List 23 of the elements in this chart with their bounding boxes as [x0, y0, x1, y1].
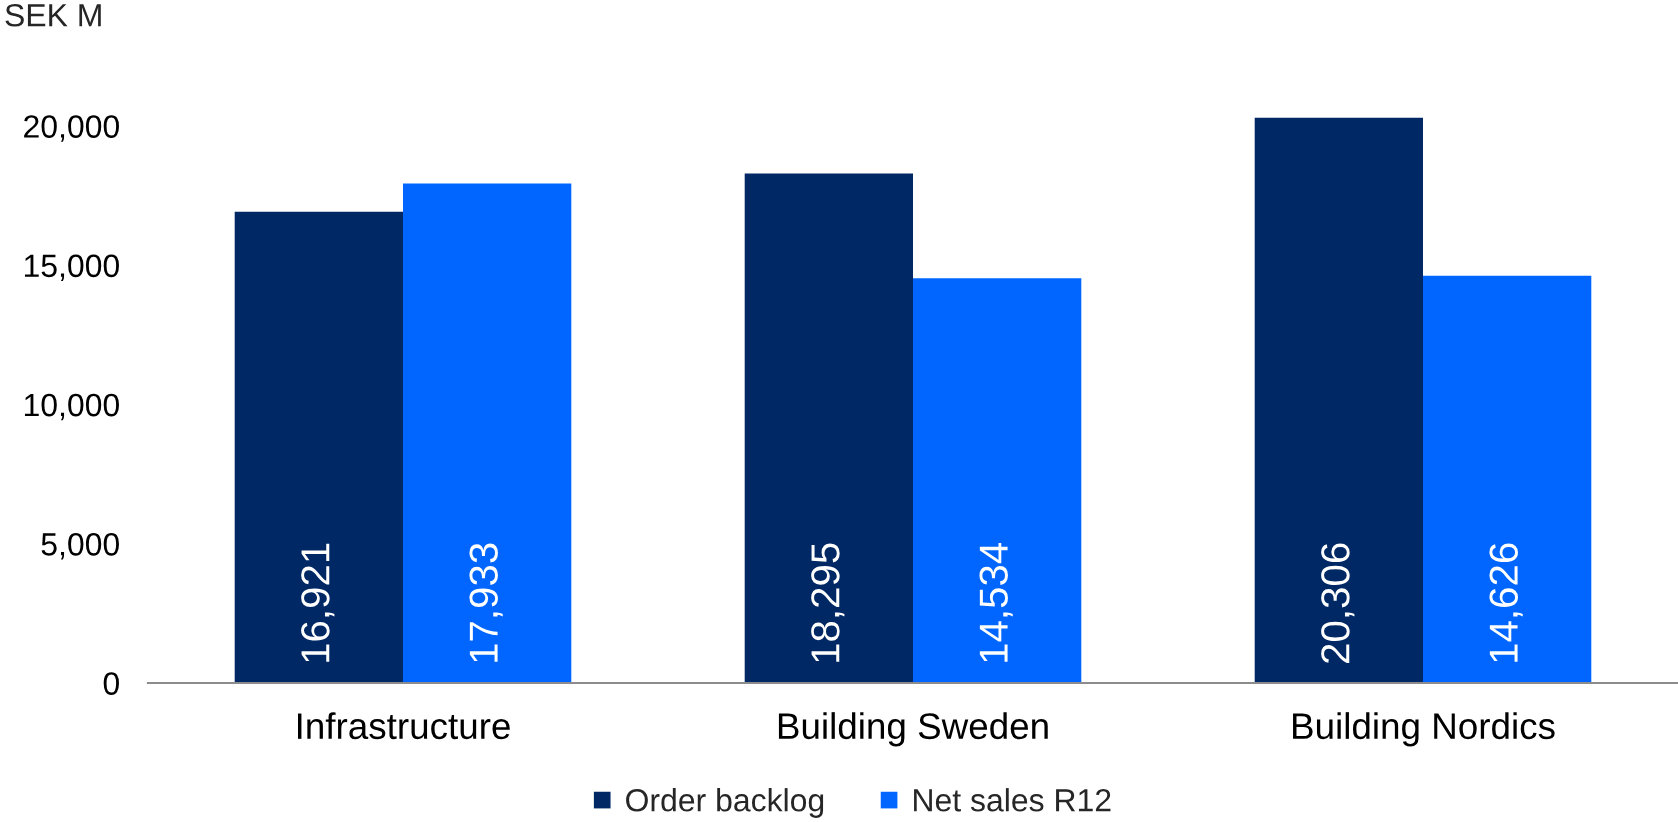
legend-label: Net sales R12	[914, 788, 1111, 812]
data-label: 14,626	[1489, 543, 1523, 662]
bar	[234, 211, 403, 683]
x-tick-label: Building Nordics	[1293, 712, 1555, 747]
data-label: 20,306	[1321, 543, 1355, 663]
data-label: 14,534	[979, 542, 1013, 662]
x-tick-label: Infrastructure	[297, 712, 510, 740]
y-tick-label: 15,000	[24, 254, 119, 281]
y-tick-label: 0	[103, 672, 119, 695]
legend-label: Order backlog	[626, 788, 824, 818]
y-tick-label: 20,000	[24, 115, 119, 142]
bar	[1254, 117, 1423, 683]
y-tick-label: 10,000	[24, 393, 119, 421]
bar	[744, 173, 913, 683]
bar	[403, 183, 572, 683]
data-label: 18,295	[811, 543, 845, 662]
y-tick-label: 5,000	[41, 533, 119, 560]
x-tick-label: Building Sweden	[778, 712, 1048, 747]
data-label: 17,933	[469, 543, 503, 662]
data-label: 16,921	[301, 543, 335, 662]
bar	[1423, 275, 1592, 683]
bar	[913, 278, 1082, 683]
y-axis-title: SEK M	[5, 3, 101, 27]
